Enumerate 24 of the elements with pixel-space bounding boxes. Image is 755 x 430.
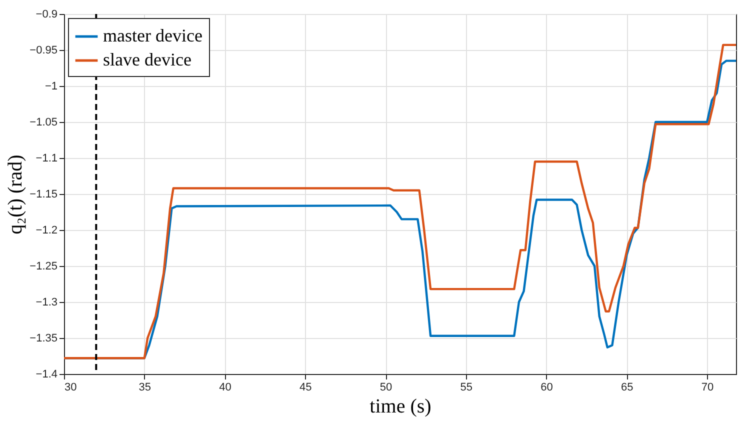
y-tick-label: −1.25 [30, 260, 58, 272]
x-tick-label: 45 [300, 382, 312, 394]
x-tick-label: 50 [380, 382, 392, 394]
y-tick-label: −1 [44, 80, 58, 92]
x-tick-label: 60 [540, 382, 553, 394]
x-tick-label: 70 [701, 382, 714, 394]
x-axis-title: time (s) [370, 396, 432, 418]
y-tick-label: −1.35 [30, 332, 58, 344]
y-tick-label: −1.3 [36, 296, 58, 308]
y-tick-label: −1.2 [36, 224, 58, 236]
x-tick-label: 55 [460, 382, 473, 394]
y-tick-label: −0.95 [30, 44, 58, 56]
y-tick-label: −1.15 [30, 188, 58, 200]
y-tick-label: −1.05 [30, 116, 58, 128]
x-tick-label: 35 [138, 382, 152, 394]
x-tick-label: 30 [64, 382, 77, 394]
y-axis-title: q₂(t) (rad) [4, 154, 27, 234]
x-tick-label: 40 [219, 382, 232, 394]
y-tick-label: −1.1 [36, 152, 58, 164]
y-tick-label: −0.9 [36, 8, 58, 20]
legend-label: slave device [103, 50, 192, 70]
y-tick-label: −1.4 [36, 368, 58, 380]
x-tick-label: 65 [621, 382, 634, 394]
legend-label: master device [103, 26, 202, 46]
